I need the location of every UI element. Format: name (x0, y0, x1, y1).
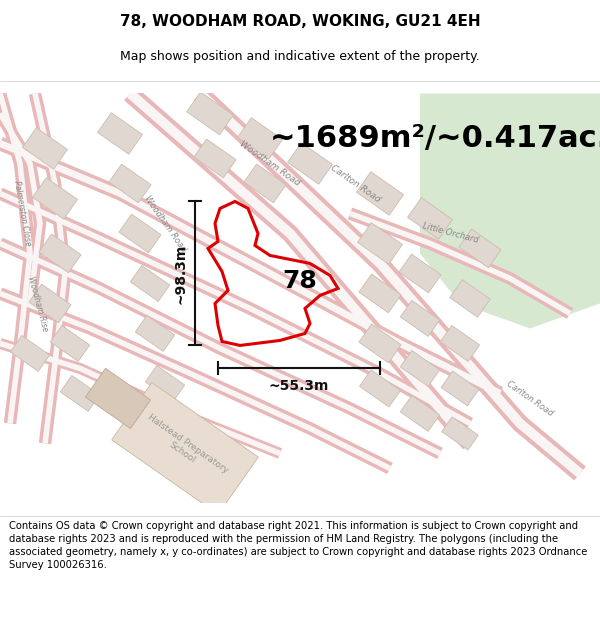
Polygon shape (442, 417, 478, 450)
Polygon shape (400, 396, 440, 431)
Polygon shape (61, 376, 100, 411)
Polygon shape (119, 214, 161, 253)
Text: Carlton Road: Carlton Road (328, 163, 382, 204)
Polygon shape (145, 366, 185, 401)
Polygon shape (50, 326, 89, 361)
Text: Map shows position and indicative extent of the property.: Map shows position and indicative extent… (120, 50, 480, 62)
Text: Woodham Road: Woodham Road (142, 194, 188, 253)
Polygon shape (32, 177, 77, 219)
Text: Woodham Rise: Woodham Rise (26, 275, 50, 332)
Polygon shape (109, 164, 151, 202)
Text: Contains OS data © Crown copyright and database right 2021. This information is : Contains OS data © Crown copyright and d… (9, 521, 587, 571)
Polygon shape (440, 326, 479, 361)
Polygon shape (39, 234, 81, 272)
Polygon shape (10, 336, 50, 371)
Text: ~55.3m: ~55.3m (269, 379, 329, 394)
Polygon shape (358, 222, 403, 264)
Polygon shape (407, 198, 452, 239)
Polygon shape (194, 139, 236, 177)
Polygon shape (359, 274, 401, 312)
Polygon shape (441, 371, 479, 406)
Polygon shape (136, 316, 175, 351)
Polygon shape (356, 172, 404, 215)
Text: Woodham Road: Woodham Road (238, 139, 302, 188)
Text: 78: 78 (283, 269, 317, 294)
Text: 78, WOODHAM ROAD, WOKING, GU21 4EH: 78, WOODHAM ROAD, WOKING, GU21 4EH (119, 14, 481, 29)
Polygon shape (420, 93, 600, 329)
Polygon shape (399, 254, 441, 292)
Polygon shape (400, 351, 440, 386)
Polygon shape (98, 112, 142, 154)
Polygon shape (29, 284, 71, 322)
Polygon shape (238, 118, 283, 159)
Polygon shape (187, 92, 233, 135)
Polygon shape (130, 266, 170, 301)
Polygon shape (112, 382, 259, 514)
Polygon shape (359, 324, 401, 362)
Polygon shape (85, 368, 151, 429)
Polygon shape (287, 142, 332, 184)
Text: Carlton Road: Carlton Road (505, 379, 555, 418)
Polygon shape (359, 370, 400, 407)
Text: Palmerston Close: Palmerston Close (12, 180, 32, 247)
Polygon shape (244, 164, 286, 202)
Text: ~1689m²/~0.417ac.: ~1689m²/~0.417ac. (270, 124, 600, 153)
Polygon shape (459, 229, 501, 268)
Text: Little Orchard: Little Orchard (421, 222, 479, 245)
Text: ~98.3m: ~98.3m (174, 243, 188, 304)
Text: Halstead Preparatory
School: Halstead Preparatory School (140, 413, 230, 484)
Polygon shape (450, 279, 490, 318)
Polygon shape (400, 301, 440, 336)
Polygon shape (23, 127, 67, 169)
